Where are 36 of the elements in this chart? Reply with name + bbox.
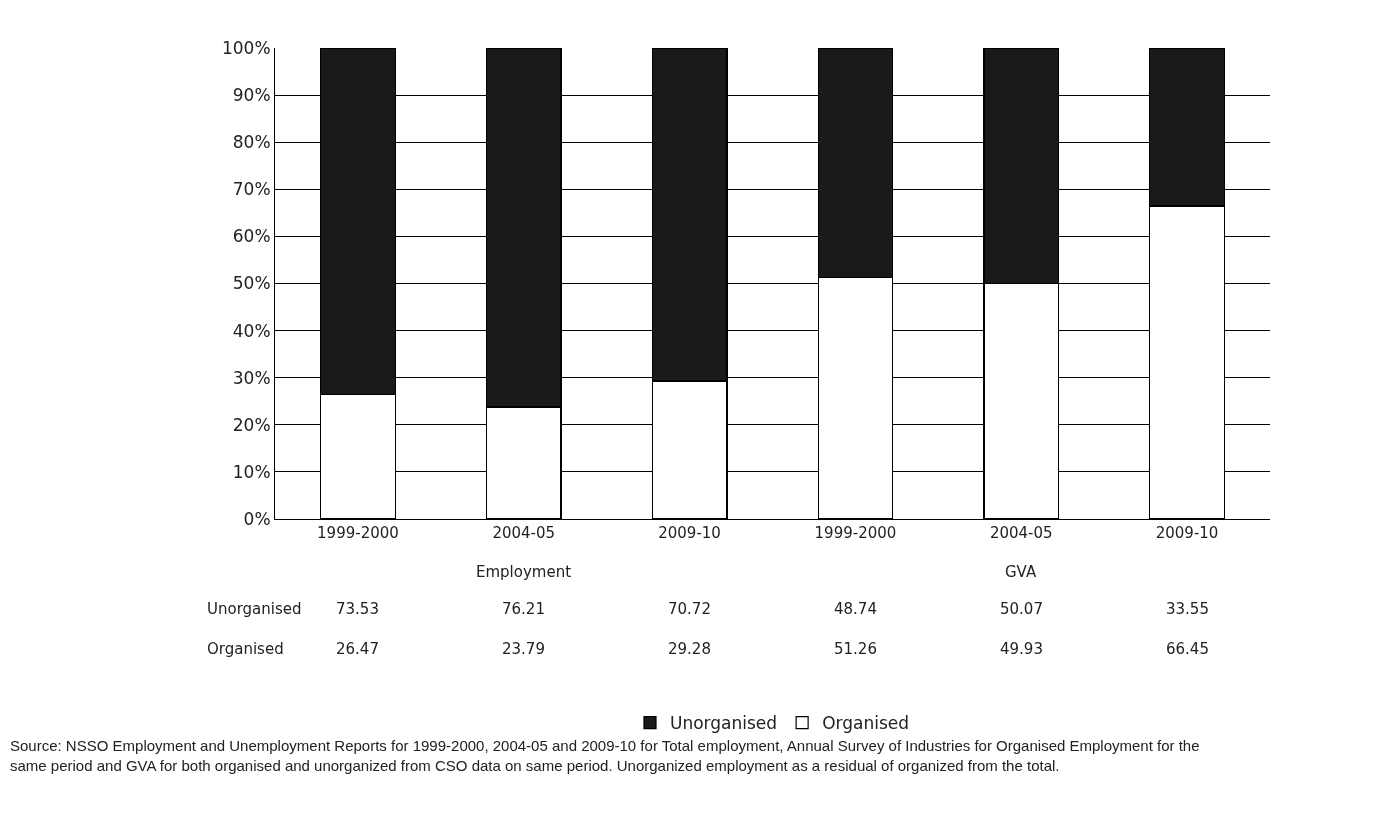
y-tick-label: 30% [232,367,271,388]
y-tick-label: 50% [232,273,271,294]
y-tick-label: 0% [243,508,271,529]
x-tick-label: 1999-2000 [317,524,399,542]
data-label: 73.53 [336,600,379,618]
legend-label: Organised [822,713,910,734]
y-tick-label: 90% [232,85,271,106]
data-label: 49.93 [1000,640,1043,658]
y-tick-label: 70% [232,179,271,200]
y-tick-label: 80% [232,132,271,153]
source-note: Source: NSSO Employment and Unemployment Reports for 1999-2000, 2004-05 and 2009-10 for Total employment, Annual Survey of Industries for Organised Employment for the same period and GVA for both organised and unorganized from CSO data on same period. Unorganized employment as a residual of organized from the total. [10,737,1200,774]
y-tick-label: 100% [221,37,271,58]
data-label: 66.45 [1166,640,1209,658]
x-tick-label: 2009-10 [1155,524,1219,542]
data-label: 29.28 [668,640,711,658]
text: Employment [476,563,572,581]
data-label: 76.21 [502,600,545,618]
data-label: 48.74 [834,600,877,618]
y-tick-label: 20% [232,414,271,435]
x-tick-label: 2009-10 [658,524,721,542]
y-tick-label: 40% [232,320,271,341]
x-tick-label: 1999-2000 [814,524,897,542]
data-label: 70.72 [668,600,711,618]
text: GVA [1005,563,1037,581]
y-tick-label: 10% [232,461,271,482]
y-tick-label: 60% [232,226,271,247]
text: Organised [207,640,284,658]
data-label: 26.47 [336,640,379,658]
data-label: 51.26 [834,640,877,658]
legend-label: Unorganised [670,713,778,734]
text: Unorganised [207,600,302,618]
x-tick-label: 2004-05 [492,524,556,542]
data-label: 23.79 [502,640,545,658]
data-label: 33.55 [1166,600,1209,618]
data-label: 50.07 [1000,600,1043,618]
x-tick-label: 2004-05 [989,524,1053,542]
